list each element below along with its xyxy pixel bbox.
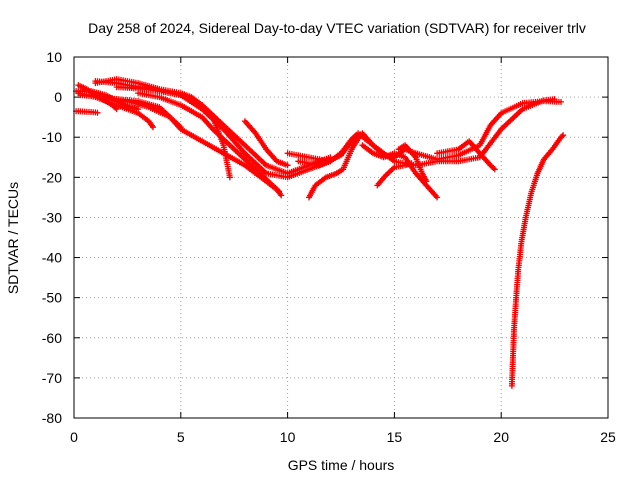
y-tick-label: -80: [42, 410, 62, 426]
series-markers: [306, 132, 364, 201]
x-tick-label: 5: [177, 429, 185, 445]
series-track-11: [241, 118, 291, 169]
y-tick-label: -30: [42, 209, 62, 225]
x-axis-label: GPS time / hours: [288, 457, 395, 473]
series-markers: [508, 132, 567, 389]
y-tick-label: -10: [42, 129, 62, 145]
x-tick-label: 10: [280, 429, 296, 445]
data-series: [73, 76, 567, 389]
y-tick-label: 0: [54, 89, 62, 105]
plot-frame: [73, 56, 609, 419]
y-tick-label: -60: [42, 330, 62, 346]
series-markers: [73, 108, 101, 116]
y-tick-label: -40: [42, 250, 62, 266]
series-track-16: [374, 160, 415, 189]
series-markers: [395, 142, 430, 185]
x-tick-label: 0: [70, 429, 78, 445]
x-tick-label: 20: [493, 429, 509, 445]
y-tick-label: 10: [46, 49, 62, 65]
series-track-10: [113, 96, 283, 195]
series-markers: [113, 96, 283, 195]
y-tick-label: -70: [42, 370, 62, 386]
x-tick-label: 25: [600, 429, 616, 445]
y-tick-label: -50: [42, 290, 62, 306]
series-track-13: [295, 96, 558, 169]
y-tick-label: -20: [42, 169, 62, 185]
x-tick-label: 15: [387, 429, 403, 445]
series-track-1: [73, 108, 101, 116]
series-track-14: [306, 132, 364, 201]
series-markers: [434, 138, 498, 173]
chart-title: Day 258 of 2024, Sidereal Day-to-day VTE…: [88, 20, 586, 36]
series-track-18: [434, 138, 498, 173]
series-markers: [374, 160, 415, 189]
y-axis-label: SDTVAR / TECUs: [5, 182, 21, 294]
series-markers: [241, 118, 291, 169]
series-track-17: [395, 142, 430, 185]
series-track-19: [508, 132, 567, 389]
axes: 0 5 10 15 20 25 10 0 -10 -20 -30 -40 -50 -60 -70 -80: [42, 49, 616, 445]
